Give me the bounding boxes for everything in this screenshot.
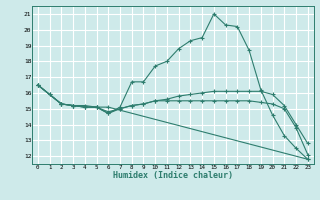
X-axis label: Humidex (Indice chaleur): Humidex (Indice chaleur) bbox=[113, 171, 233, 180]
